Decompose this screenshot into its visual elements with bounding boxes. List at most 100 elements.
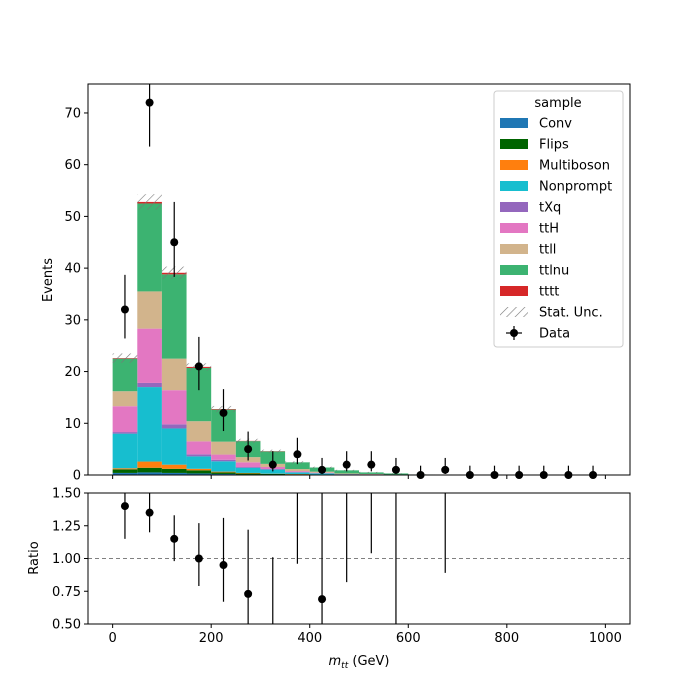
legend-swatch-tth	[500, 223, 528, 233]
bar-multiboson-bin-4	[211, 471, 236, 473]
bar-tth-bin-7	[285, 471, 310, 473]
bar-multiboson-bin-3	[186, 468, 212, 471]
stat-unc-band-bin-0	[112, 353, 138, 363]
bar-txq-bin-1	[137, 382, 162, 388]
legend-label-data: Data	[539, 327, 570, 342]
x-axis-label-sub: tt	[341, 661, 349, 671]
bar-nonprompt-bin-5	[235, 467, 261, 473]
stat-unc-band-bin-1	[137, 194, 162, 210]
bar-ttlnu-bin-2	[161, 274, 187, 359]
data-points	[120, 84, 598, 479]
bar-ttlnu-bin-7	[285, 462, 310, 470]
legend-swatch-txq	[500, 202, 528, 212]
bar-conv-bin-3	[186, 473, 212, 475]
data-point-bin-7	[293, 450, 302, 459]
bar-tth-bin-3	[186, 441, 212, 455]
ratio-point-8	[318, 595, 327, 604]
legend-label-nonprompt: Nonprompt	[539, 180, 612, 195]
data-point-bin-1	[145, 98, 154, 107]
ratio-point-3	[194, 554, 203, 563]
bar-conv-bin-1	[137, 472, 162, 475]
x-axis-label-unit: (GeV)	[348, 654, 389, 669]
bar-nonprompt-bin-1	[137, 387, 162, 462]
ratio-y-tick-label-0.5: 0.50	[52, 618, 81, 633]
bar-txq-bin-5	[235, 466, 261, 468]
bar-conv-bin-4	[211, 473, 236, 475]
data-point-bin-6	[268, 460, 277, 469]
bar-ttll-bin-2	[161, 358, 187, 391]
legend-label-ttlnu: ttlnu	[539, 264, 569, 279]
bar-txq-bin-3	[186, 454, 212, 457]
legend-label-conv: Conv	[539, 117, 572, 132]
legend-label-multiboson: Multiboson	[539, 159, 610, 174]
legend-swatch-flips	[500, 139, 528, 149]
bar-txq-bin-0	[112, 432, 138, 434]
legend-swatch-ttll	[500, 244, 528, 254]
stat-unc-band-bin-10	[359, 471, 384, 473]
bar-flips-bin-0	[112, 469, 138, 473]
ratio-points	[120, 493, 446, 624]
main-y-tick-label-0: 0	[73, 469, 81, 484]
data-point-bin-3	[194, 362, 203, 371]
bar-multiboson-bin-5	[235, 472, 261, 474]
main-x-ticks	[112, 475, 606, 479]
bar-conv-bin-0	[112, 472, 138, 475]
bar-multiboson-bin-0	[112, 468, 138, 470]
data-point-bin-5	[244, 445, 253, 454]
bar-tth-bin-4	[211, 454, 236, 460]
main-y-tick-label-70: 70	[64, 106, 81, 121]
bar-flips-bin-2	[161, 468, 187, 473]
ratio-point-1	[145, 508, 154, 517]
bar-ttll-bin-0	[112, 391, 138, 407]
ratio-y-ticks: 0.50 0.75 1.00 1.25 1.50	[52, 487, 88, 633]
main-y-axis-label: Events	[41, 258, 56, 302]
legend-swatch-stat-unc	[500, 307, 528, 317]
legend-label-txq: tXq	[539, 201, 561, 216]
bar-conv-bin-2	[161, 472, 187, 475]
legend-items: Conv Flips Multiboson Nonprompt tXq ttH ttll tt…	[500, 117, 612, 342]
main-plot-panel: 0 10 20 30 40 50 60 70 Events	[41, 83, 631, 484]
legend-label-stat-unc: Stat. Unc.	[539, 306, 603, 321]
bar-nonprompt-bin-9	[334, 474, 359, 475]
legend-swatch-multiboson	[500, 160, 528, 170]
bar-nonprompt-bin-0	[112, 433, 138, 469]
legend-swatch-ttlnu	[500, 265, 528, 275]
main-y-tick-label-50: 50	[64, 210, 81, 225]
main-y-tick-label-40: 40	[64, 262, 81, 277]
legend-title: sample	[534, 96, 581, 111]
legend-swatch-tttt	[500, 286, 528, 296]
bar-txq-bin-4	[211, 459, 236, 462]
main-y-tick-label-30: 30	[64, 313, 81, 328]
bar-ttlnu-bin-9	[334, 470, 359, 474]
main-y-tick-label-60: 60	[64, 158, 81, 173]
bar-flips-bin-5	[235, 473, 261, 475]
legend-swatch-conv	[500, 118, 528, 128]
data-point-bin-9	[342, 460, 351, 469]
main-y-ticks: 0 10 20 30 40 50 60 70	[64, 106, 88, 484]
ratio-y-tick-label-1.25: 1.25	[52, 519, 81, 534]
ratio-point-4	[219, 561, 228, 570]
bar-nonprompt-bin-6	[260, 469, 286, 474]
bar-flips-bin-1	[137, 467, 162, 473]
ratio-y-tick-label-0.75: 0.75	[52, 585, 81, 600]
bar-ttll-bin-4	[211, 441, 236, 455]
ratio-x-tick-label-800: 800	[494, 631, 519, 646]
data-point-bin-0	[120, 305, 129, 314]
bar-ttll-bin-9	[334, 473, 359, 474]
legend-data-marker	[510, 329, 518, 337]
data-point-bin-8	[318, 465, 327, 474]
data-point-bin-11	[391, 465, 400, 474]
x-axis-label-var: m	[329, 654, 342, 669]
data-point-bin-10	[367, 460, 376, 469]
ratio-x-ticks: 0 200 400 600 800 1000	[108, 624, 622, 646]
legend-label-tttt: tttt	[539, 285, 559, 300]
bar-ttlnu-bin-1	[137, 203, 162, 292]
bar-nonprompt-bin-8	[309, 473, 335, 475]
bar-nonprompt-bin-7	[285, 472, 310, 474]
bar-multiboson-bin-1	[137, 461, 162, 468]
ratio-point-5	[244, 589, 253, 598]
bar-nonprompt-bin-3	[186, 456, 212, 469]
bar-tth-bin-5	[235, 462, 261, 467]
ratio-y-axis-label: Ratio	[27, 541, 42, 574]
